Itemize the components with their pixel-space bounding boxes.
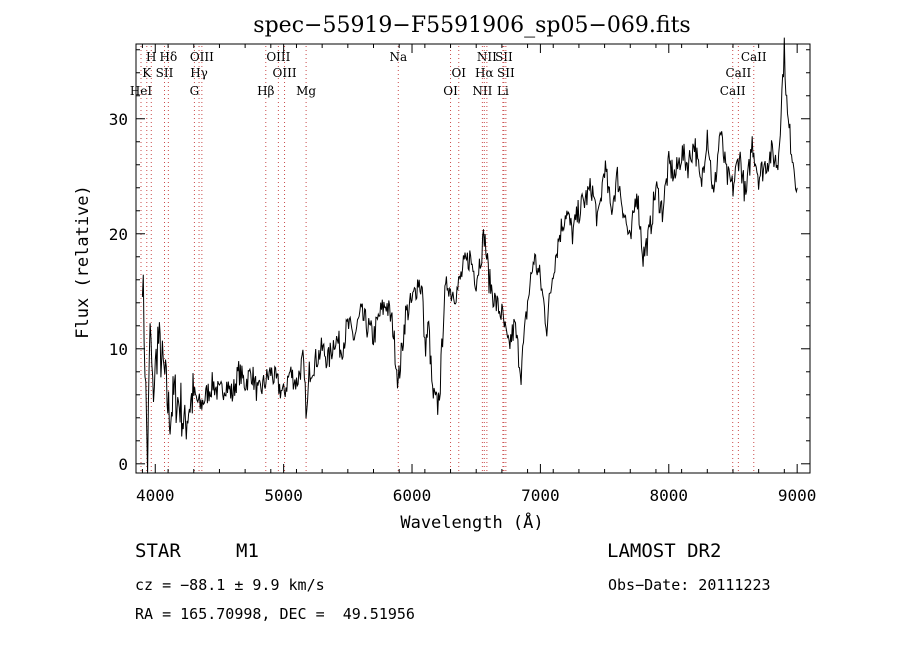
- object-class: STAR: [135, 540, 181, 562]
- x-tick-label: 4000: [136, 486, 175, 505]
- spectral-line-label: SII: [495, 50, 513, 64]
- coordinates: RA = 165.70998, DEC = 49.51956: [135, 605, 415, 623]
- spectral-line-label: Na: [389, 50, 407, 64]
- spectral-line-label: CaII: [741, 50, 767, 64]
- spectral-line-label: SII: [497, 66, 515, 80]
- spectral-line-label: CaII: [725, 66, 751, 80]
- spectral-line-label: G: [190, 84, 200, 98]
- spectral-line-label: Mg: [296, 84, 316, 98]
- plot-frame: [135, 43, 811, 474]
- spectral-line-markers: HK HeI Hδ SII G OIII Hγ Hβ OIII OIII Mg Na OI OI NII Hα…: [130, 46, 767, 472]
- spectral-line-label: OIII: [190, 50, 214, 64]
- chart-title: spec−55919−F5591906_sp05−069.fits: [253, 13, 690, 38]
- x-tick-label: 7000: [521, 486, 560, 505]
- x-tick-label: 5000: [264, 486, 303, 505]
- spectral-line-label: OI: [443, 84, 458, 98]
- spectral-line-label: HeI: [130, 84, 153, 98]
- spectral-line-label: Li: [497, 84, 509, 98]
- spectral-line-label: Hβ: [257, 84, 274, 98]
- spectral-line-label: OIII: [266, 50, 290, 64]
- y-axis: 0 10 20 30: [109, 49, 810, 474]
- object-subclass: M1: [236, 540, 259, 562]
- observation-date: Obs−Date: 20111223: [608, 576, 771, 594]
- y-axis-label: Flux (relative): [73, 185, 93, 339]
- y-tick-label: 0: [118, 455, 128, 474]
- spectrum-line: [141, 37, 798, 474]
- survey-label: LAMOST DR2: [607, 540, 722, 562]
- x-tick-label: 8000: [650, 486, 689, 505]
- x-tick-label: 6000: [393, 486, 432, 505]
- spectral-line-label: NII: [477, 50, 497, 64]
- spectral-line-label: Hγ: [190, 66, 208, 80]
- x-tick-label: 9000: [778, 486, 817, 505]
- spectrum-series: [141, 37, 798, 474]
- spectral-line-label: NII: [472, 84, 492, 98]
- spectral-line-label: OIII: [273, 66, 297, 80]
- y-tick-label: 10: [109, 340, 128, 359]
- spectral-line-label: H: [146, 50, 156, 64]
- spectral-line-label: SII: [156, 66, 174, 80]
- spectral-line-label: OI: [451, 66, 466, 80]
- redshift-velocity: cz = −88.1 ± 9.9 km/s: [135, 576, 325, 594]
- x-axis-label: Wavelength (Å): [400, 511, 543, 533]
- x-axis: 4000 5000 6000 7000 8000 9000: [136, 44, 816, 505]
- spectral-line-label: Hα: [475, 66, 494, 80]
- spectral-line-label: Hδ: [160, 50, 178, 64]
- spectral-line-label: K: [142, 66, 152, 80]
- y-tick-label: 30: [109, 110, 128, 129]
- y-tick-label: 20: [109, 225, 128, 244]
- spectral-line-label: CaII: [720, 84, 746, 98]
